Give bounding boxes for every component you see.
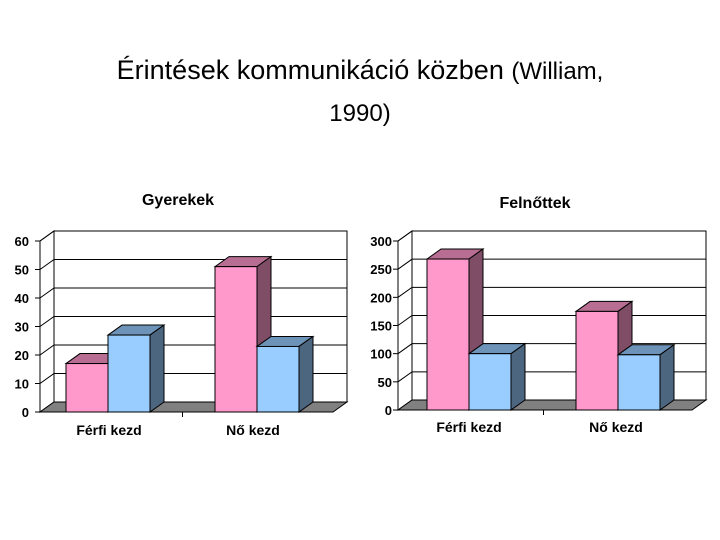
y-tick-label: 150 bbox=[370, 319, 392, 334]
y-tick-label: 30 bbox=[15, 320, 29, 335]
bar-front-face bbox=[107, 334, 151, 413]
y-tick-label: 300 bbox=[370, 234, 392, 249]
slide-title-citation-part1: (William, bbox=[511, 58, 604, 85]
gridline bbox=[397, 230, 706, 242]
y-tick-label: 60 bbox=[15, 234, 29, 249]
y-tick-label: 250 bbox=[370, 262, 392, 277]
bar bbox=[255, 335, 315, 413]
chart-2: Felnőttek 0 50 100 150 200 250 300 Férfi kezd Nő … bbox=[370, 195, 708, 435]
y-tick-label: 20 bbox=[15, 348, 29, 363]
gridline bbox=[397, 286, 706, 298]
bar bbox=[467, 342, 527, 411]
bar-front-face bbox=[256, 345, 300, 413]
bar-front-face bbox=[65, 363, 109, 413]
bar bbox=[616, 343, 676, 411]
chart-title: Felnőttek bbox=[499, 195, 570, 212]
bar-front-face bbox=[426, 258, 470, 411]
bar-side-face bbox=[659, 343, 675, 411]
y-tick-label: 200 bbox=[370, 290, 392, 305]
bar-side-face bbox=[510, 342, 526, 411]
chart-1: Gyerekek 0 10 20 30 40 50 60 Férfi kezd Nő kezd bbox=[15, 192, 349, 438]
y-tick-label: 40 bbox=[15, 291, 29, 306]
slide-title-main: Érintések kommunikáció közben bbox=[116, 55, 504, 85]
bar-front-face bbox=[617, 354, 661, 411]
chart-title: Gyerekek bbox=[142, 192, 214, 209]
bar-front-face bbox=[575, 310, 619, 411]
y-tick-label: 50 bbox=[15, 263, 29, 278]
bar-front-face bbox=[214, 266, 258, 413]
bar bbox=[106, 324, 166, 413]
y-tick-label: 50 bbox=[378, 375, 392, 390]
gridline bbox=[397, 258, 706, 270]
gridline bbox=[39, 230, 347, 242]
y-tick-label: 10 bbox=[15, 377, 29, 392]
x-category-label: Nő kezd bbox=[226, 422, 280, 438]
bar-side-face bbox=[149, 324, 165, 413]
y-tick-label: 0 bbox=[22, 405, 29, 420]
bar-front-face bbox=[468, 353, 512, 411]
y-tick-label: 100 bbox=[370, 347, 392, 362]
y-tick-label: 0 bbox=[385, 403, 392, 418]
x-category-label: Férfi kezd bbox=[76, 422, 141, 438]
slide-title: Érintések kommunikáció közben (William, … bbox=[0, 50, 720, 134]
x-category-label: Nő kezd bbox=[589, 419, 643, 435]
slide-title-citation-part2: 1990) bbox=[329, 100, 391, 127]
x-category-label: Férfi kezd bbox=[436, 419, 501, 435]
bar-side-face bbox=[298, 335, 314, 413]
